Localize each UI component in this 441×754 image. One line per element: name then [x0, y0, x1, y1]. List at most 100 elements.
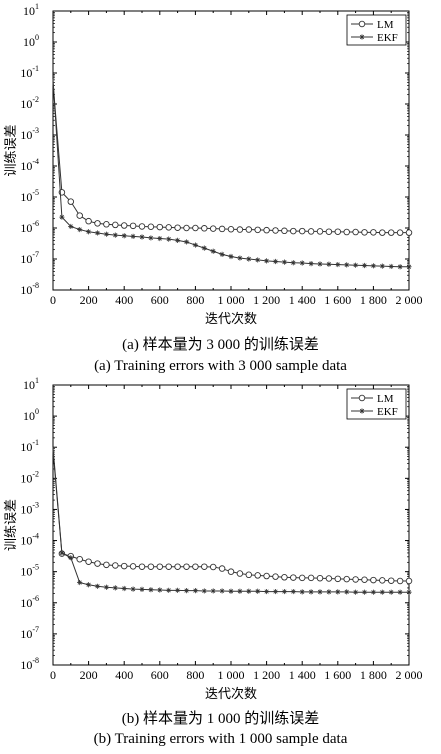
x-tick-label: 1 800 — [360, 293, 387, 307]
series-lm-point — [156, 563, 164, 570]
x-tick-label: 0 — [50, 668, 56, 682]
series-ekf-point — [86, 582, 92, 588]
series-lm-point — [94, 220, 101, 227]
y-tick-label: 101 — [23, 376, 39, 392]
series-ekf-point — [308, 261, 314, 267]
series-ekf-point — [112, 585, 118, 591]
series-lm-point — [334, 575, 342, 583]
x-tick-label: 1 400 — [289, 293, 316, 307]
y-tick-label: 10-6 — [20, 219, 39, 235]
series-lm-point — [387, 577, 395, 584]
series-lm-point — [245, 571, 253, 579]
series-ekf-point — [68, 223, 74, 230]
series-lm-point — [85, 558, 92, 565]
series-lm-point — [325, 228, 333, 235]
y-tick-label: 10-2 — [20, 469, 39, 485]
legend-lm-marker — [358, 20, 366, 28]
series-ekf-point — [353, 262, 359, 268]
y-tick-label: 100 — [23, 33, 39, 49]
x-tick-label: 1 000 — [218, 668, 245, 682]
series-lm-point — [174, 563, 181, 570]
series-lm-point — [209, 225, 217, 232]
series-ekf-point — [326, 261, 332, 267]
series-lm-point — [281, 227, 288, 235]
series-lm-point — [218, 565, 226, 572]
series-ekf-point — [335, 589, 341, 595]
series-lm-point — [307, 574, 315, 582]
series-ekf-point — [148, 235, 154, 241]
series-lm-point — [254, 226, 261, 234]
y-tick-label: 10-3 — [20, 500, 39, 516]
series-ekf-point — [299, 260, 305, 266]
series-ekf-point — [272, 588, 279, 595]
series-ekf-point — [183, 239, 190, 245]
series-lm-point — [316, 574, 324, 582]
series-ekf-point — [379, 263, 385, 269]
series-ekf-point — [228, 588, 234, 594]
series-lm-point — [263, 226, 270, 234]
y-tick-label: 10-8 — [20, 281, 39, 297]
series-ekf-point — [103, 231, 109, 237]
legend-ekf-label: EKF — [377, 32, 398, 44]
series-ekf-point — [77, 579, 83, 586]
series-lm-point — [85, 217, 92, 225]
y-tick-label: 10-1 — [20, 438, 39, 454]
series-lm-point — [218, 225, 226, 233]
legend-box — [346, 14, 407, 46]
series-ekf-point — [121, 233, 127, 239]
series-ekf-point — [77, 226, 83, 233]
series-lm-point — [405, 229, 413, 236]
series-lm-point — [112, 221, 119, 229]
y-tick-label: 10-5 — [20, 563, 39, 579]
series-lm-point — [361, 229, 368, 236]
series-lm-point — [129, 563, 137, 570]
series-ekf-point — [255, 588, 261, 594]
x-tick-label: 2 000 — [396, 668, 423, 682]
series-lm-point — [165, 224, 172, 231]
x-tick-label: 800 — [186, 293, 204, 307]
series-lm-point — [290, 574, 297, 581]
series-lm-point — [147, 563, 155, 570]
x-tick-label: 1 000 — [218, 293, 245, 307]
series-lm-point — [112, 562, 119, 569]
y-tick-label: 10-5 — [20, 188, 39, 204]
series-lm-point — [298, 574, 306, 582]
series-lm-point — [67, 198, 75, 205]
y-tick-label: 10-6 — [20, 594, 39, 610]
series-ekf-point — [361, 589, 368, 595]
series-ekf-point — [397, 589, 403, 595]
plot-frame — [52, 384, 410, 666]
series-lm-point — [192, 224, 199, 232]
series-ekf-point — [183, 588, 190, 594]
series-lm-point — [245, 226, 253, 233]
y-tick-label: 10-1 — [20, 64, 39, 80]
series-lm-point — [379, 577, 386, 584]
x-tick-label: 200 — [80, 668, 98, 682]
series-ekf-point — [281, 588, 287, 595]
series-lm-point — [156, 223, 164, 231]
series-ekf-line — [52, 79, 409, 268]
x-tick-label: 1 800 — [360, 668, 387, 682]
series-ekf-point — [121, 585, 127, 592]
y-axis-title: 训练误差 — [4, 499, 19, 551]
series-lm-point — [129, 222, 137, 230]
series-ekf-point — [370, 263, 376, 269]
chart-panel-b: 0 200 400 600 800 1 000 1 200 1 400 1 600 1 800 2 … — [4, 376, 423, 702]
x-axis-title: 迭代次数 — [205, 311, 257, 327]
series-ekf-point — [94, 583, 101, 589]
series-ekf-point — [94, 230, 101, 236]
y-tick-label: 10-4 — [20, 532, 39, 548]
series-ekf-point — [59, 550, 65, 556]
series-lm-point — [334, 228, 342, 235]
series-ekf-point — [139, 234, 145, 240]
series-ekf-point — [344, 262, 350, 268]
series-ekf-point — [299, 589, 305, 595]
series-ekf-point — [326, 589, 332, 595]
x-tick-label: 200 — [80, 293, 98, 307]
series-ekf-point — [59, 214, 65, 220]
x-tick-label: 600 — [151, 293, 169, 307]
series-ekf-point — [308, 589, 314, 595]
series-ekf-point — [219, 251, 225, 257]
series-lm-line — [52, 82, 409, 234]
